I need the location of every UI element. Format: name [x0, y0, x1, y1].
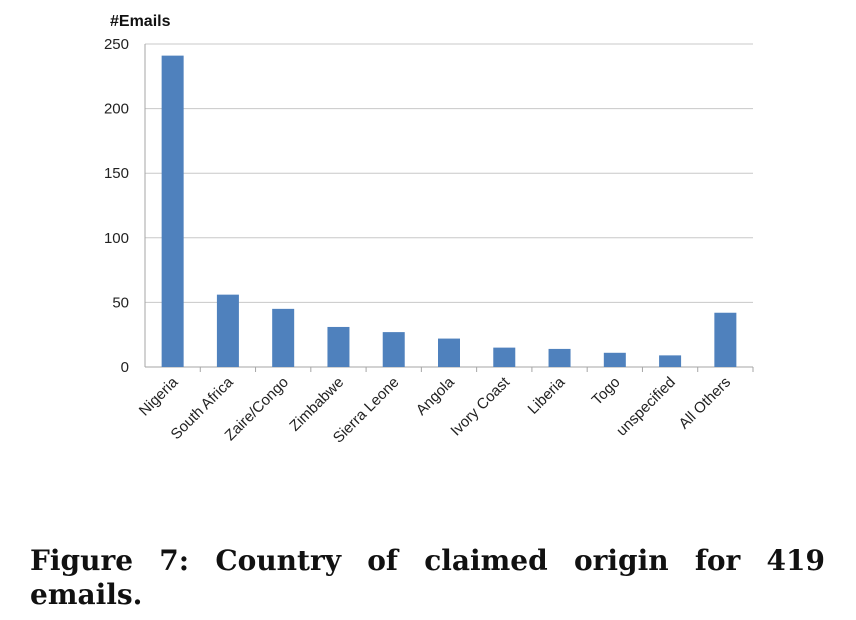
bar-unspecified: [659, 355, 682, 367]
caption-label: Figure 7:: [30, 544, 190, 577]
bar-sierra-leone: [382, 332, 405, 367]
y-tick-label: 150: [104, 165, 129, 182]
y-axis-ticks: 0 50 100 150 200 250: [104, 36, 129, 376]
y-tick-label: 100: [104, 230, 129, 247]
bar-angola: [438, 338, 460, 367]
y-tick-label: 250: [104, 36, 129, 53]
bar-south-africa: [216, 294, 239, 367]
bar-togo: [603, 352, 626, 367]
y-axis-title: #Emails: [110, 13, 171, 30]
bar-zaire-congo: [272, 308, 295, 367]
x-tick-label: Nigeria: [136, 373, 182, 419]
gridlines: [144, 43, 753, 368]
y-tick-label: 0: [121, 359, 129, 376]
figure-caption: Figure 7: Country of claimed origin for …: [30, 544, 825, 612]
x-tick-label: Togo: [589, 374, 624, 409]
y-tick-label: 50: [112, 294, 129, 311]
bar-zimbabwe: [327, 326, 350, 367]
x-tick-label: unspecified: [613, 374, 679, 440]
x-tick-label: Liberia: [525, 373, 569, 417]
x-tick-label: Angola: [413, 373, 459, 419]
bar-nigeria: [161, 55, 184, 368]
bar-all-others: [714, 312, 737, 367]
x-tick-label: All Others: [676, 374, 735, 433]
x-tick-label: Ivory Coast: [447, 373, 513, 439]
bar-ivory-coast: [493, 347, 516, 367]
bars: [161, 55, 737, 368]
caption-text: Country of claimed origin for 419 emails…: [30, 544, 826, 611]
y-tick-label: 200: [104, 101, 129, 118]
bar-liberia: [548, 348, 571, 367]
